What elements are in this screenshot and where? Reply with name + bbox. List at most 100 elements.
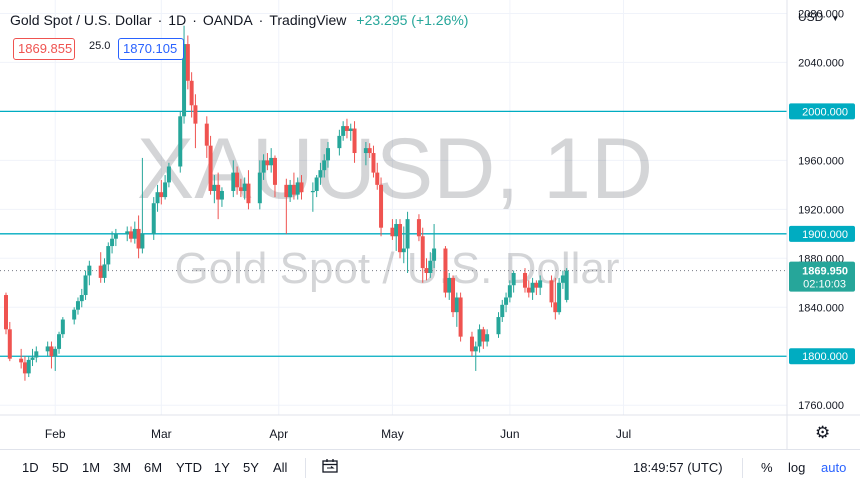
range-all-button[interactable]: All bbox=[273, 460, 288, 475]
candle-body bbox=[163, 182, 168, 198]
chevron-down-icon: ▼ bbox=[831, 14, 840, 23]
buy-button[interactable]: 1870.105 bbox=[118, 38, 184, 60]
candle-body bbox=[416, 219, 421, 237]
candle-body bbox=[500, 304, 505, 318]
price-chart[interactable]: XAUUSD, 1D Gold Spot / U.S. Dollar 2080.… bbox=[0, 0, 860, 449]
y-tick-label: 1960.000 bbox=[798, 155, 844, 167]
range-5d-button[interactable]: 5D bbox=[52, 460, 69, 475]
gear-icon[interactable]: ⚙ bbox=[815, 423, 831, 442]
candle-body bbox=[557, 282, 562, 313]
candle-body bbox=[496, 317, 501, 335]
candle-body bbox=[322, 160, 327, 171]
symbol-name[interactable]: Gold Spot / U.S. Dollar bbox=[10, 12, 152, 28]
candle-body bbox=[447, 277, 452, 293]
candle-body bbox=[57, 334, 62, 349]
candle-body bbox=[310, 190, 315, 193]
range-1y-button[interactable]: 1Y bbox=[214, 460, 230, 475]
price-change: +23.295 (+1.26%) bbox=[356, 12, 469, 28]
candle-body bbox=[337, 135, 342, 149]
range-ytd-button[interactable]: YTD bbox=[176, 460, 202, 475]
range-1m-button[interactable]: 1M bbox=[82, 460, 101, 475]
y-tick-label: 1760.000 bbox=[798, 400, 844, 412]
auto-toggle[interactable]: auto bbox=[821, 460, 847, 475]
candle-body bbox=[219, 190, 224, 200]
candle-body bbox=[314, 177, 319, 191]
watermark-name: Gold Spot / U.S. Dollar bbox=[174, 244, 619, 293]
x-tick-label: Jul bbox=[616, 427, 631, 441]
chart-header: Gold Spot / U.S. Dollar · 1D · OANDA · T… bbox=[10, 12, 468, 28]
bottom-toolbar: 1D 5D 1M 3M 6M YTD 1Y 5Y All 18:49:57 (U… bbox=[0, 449, 860, 488]
range-1d-button[interactable]: 1D bbox=[22, 460, 39, 475]
y-tick-label: 1920.000 bbox=[798, 204, 844, 216]
percent-toggle[interactable]: % bbox=[761, 460, 773, 475]
candle-body bbox=[208, 145, 213, 191]
candle-body bbox=[246, 183, 251, 204]
candle-body bbox=[34, 351, 39, 358]
axes: 2080.000 2040.000 2000.000 1960.000 1920.000… bbox=[0, 0, 860, 449]
candle-body bbox=[538, 280, 543, 288]
candle-body bbox=[204, 123, 209, 146]
candle-body bbox=[151, 203, 156, 234]
x-tick-label: Apr bbox=[269, 427, 288, 441]
candle-body bbox=[424, 268, 429, 273]
price-tag-label: 2000.000 bbox=[802, 106, 848, 118]
utc-clock[interactable]: 18:49:57 (UTC) bbox=[633, 460, 723, 475]
candle-body bbox=[390, 227, 395, 237]
candle-body bbox=[341, 126, 346, 136]
candle-body bbox=[477, 329, 482, 347]
candle-body bbox=[443, 248, 448, 293]
candle-body bbox=[193, 105, 198, 124]
candle-body bbox=[238, 187, 243, 191]
candle-body bbox=[140, 233, 145, 249]
candle-body bbox=[257, 172, 262, 204]
candle-body bbox=[481, 329, 486, 342]
range-6m-button[interactable]: 6M bbox=[144, 460, 163, 475]
candle-body bbox=[363, 148, 368, 154]
candle-body bbox=[4, 295, 8, 330]
range-3m-button[interactable]: 3M bbox=[113, 460, 132, 475]
x-tick-label: May bbox=[381, 427, 404, 441]
candle-body bbox=[405, 219, 410, 249]
candle-body bbox=[428, 260, 433, 273]
x-tick-label: Jun bbox=[500, 427, 519, 441]
calendar-icon[interactable] bbox=[322, 459, 338, 473]
price-tag-label: 1900.000 bbox=[802, 229, 848, 241]
candle-body bbox=[22, 362, 27, 374]
price-tag bbox=[789, 225, 855, 242]
candle-body bbox=[507, 285, 512, 298]
candle-body bbox=[45, 346, 50, 352]
broker-label: OANDA bbox=[202, 12, 253, 28]
candle-body bbox=[344, 126, 349, 131]
candle-body bbox=[155, 192, 160, 204]
candle-body bbox=[231, 172, 236, 191]
candle-body bbox=[19, 358, 24, 363]
candle-body bbox=[182, 44, 187, 117]
sell-button[interactable]: 1869.855 bbox=[13, 38, 75, 60]
header-separator: · bbox=[192, 12, 197, 28]
candle-body bbox=[560, 275, 565, 283]
candle-body bbox=[295, 182, 300, 195]
candle-body bbox=[113, 233, 118, 239]
candle-body bbox=[451, 277, 456, 313]
candle-body bbox=[511, 272, 516, 286]
candle-body bbox=[485, 334, 490, 342]
candle-body bbox=[261, 160, 266, 173]
currency-select[interactable]: USD ▼ bbox=[798, 10, 839, 24]
platform-label: TradingView bbox=[269, 12, 347, 28]
candle-body bbox=[454, 297, 459, 313]
countdown-label: 02:10:03 bbox=[803, 279, 846, 291]
interval-label[interactable]: 1D bbox=[168, 12, 187, 28]
candle-body bbox=[106, 246, 111, 265]
candle-body bbox=[526, 287, 531, 293]
candle-body bbox=[30, 357, 35, 360]
y-tick-label: 2040.000 bbox=[798, 57, 844, 69]
candle-body bbox=[178, 116, 183, 167]
candle-body bbox=[534, 282, 539, 288]
candle-body bbox=[564, 270, 569, 300]
log-toggle[interactable]: log bbox=[788, 460, 806, 475]
candle-body bbox=[397, 224, 402, 253]
toolbar-divider bbox=[742, 458, 743, 478]
candle-body bbox=[371, 153, 376, 173]
range-5y-button[interactable]: 5Y bbox=[243, 460, 259, 475]
watermark: XAUUSD, 1D Gold Spot / U.S. Dollar bbox=[137, 121, 653, 293]
